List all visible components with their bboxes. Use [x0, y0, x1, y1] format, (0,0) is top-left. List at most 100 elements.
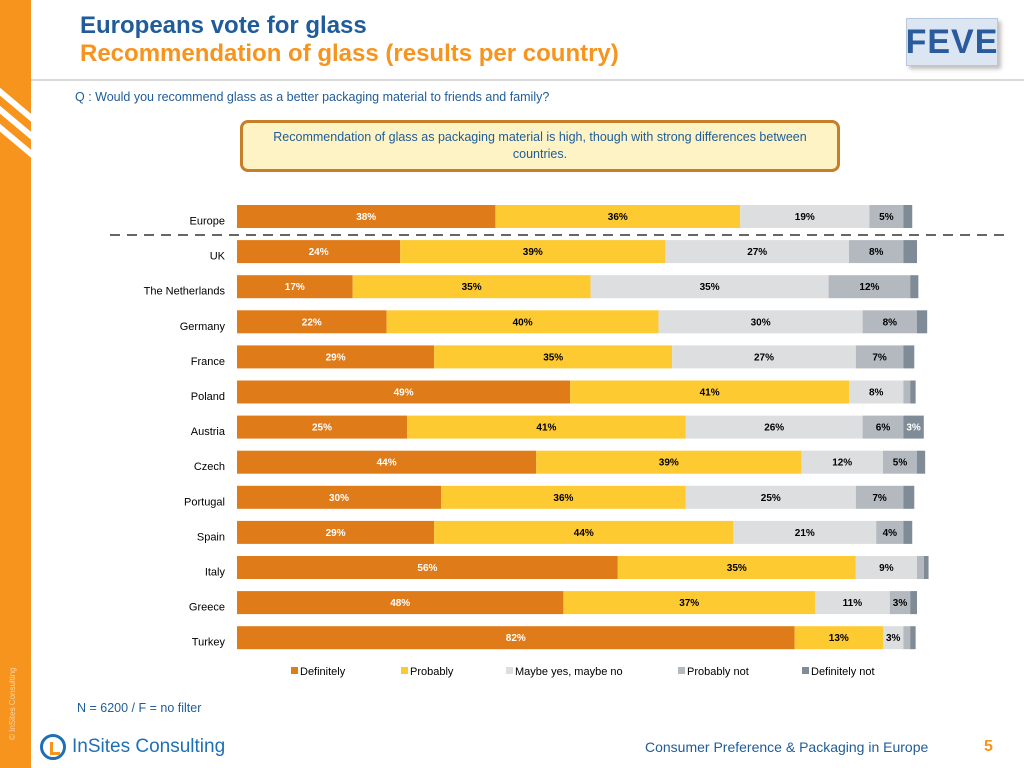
category-label: UK	[210, 251, 226, 263]
data-label: 8%	[869, 388, 884, 399]
data-label: 3%	[906, 423, 921, 434]
data-label: 29%	[326, 352, 346, 363]
legend-label: Probably not	[687, 666, 749, 678]
bar-segment	[237, 450, 537, 474]
data-label: 44%	[574, 528, 594, 539]
legend-swatch	[802, 667, 809, 674]
data-label: 29%	[326, 528, 346, 539]
bar-segment	[815, 591, 890, 615]
bar-segment	[801, 450, 883, 474]
bar-segment	[685, 485, 856, 509]
insites-logo-text: InSites Consulting	[72, 736, 226, 757]
survey-question: Q : Would you recommend glass as a bette…	[75, 90, 550, 104]
feve-logo: FEVE	[906, 18, 998, 66]
bar-segment	[910, 275, 919, 299]
data-label: 3%	[886, 633, 901, 644]
bar-segment	[237, 240, 401, 264]
data-label: 56%	[417, 563, 437, 574]
key-finding-callout: Recommendation of glass as packaging mat…	[240, 120, 840, 172]
data-label: 36%	[553, 493, 573, 504]
data-label: 5%	[879, 212, 894, 223]
page-title: Europeans vote for glass	[80, 12, 367, 39]
category-label: Turkey	[192, 637, 226, 649]
data-label: 7%	[872, 493, 887, 504]
bar-segment	[855, 485, 904, 509]
bar-segment	[828, 275, 911, 299]
data-label: 35%	[700, 282, 720, 293]
data-label: 8%	[883, 317, 898, 328]
left-accent-band: © InSites Consulting	[0, 0, 31, 768]
bar-segment	[903, 205, 913, 228]
bar-segment	[590, 275, 829, 299]
page-number: 5	[984, 738, 993, 755]
bar-segment	[883, 450, 917, 474]
legend-label: Definitely not	[811, 666, 875, 678]
bar-segment	[237, 415, 407, 439]
bar-segment	[855, 345, 904, 369]
bar-segment	[237, 556, 618, 579]
bar-segment	[869, 205, 904, 228]
callout-text: Recommendation of glass as packaging mat…	[273, 130, 807, 161]
legend-label: Definitely	[300, 666, 346, 678]
data-label: 36%	[608, 212, 628, 223]
data-label: 12%	[859, 282, 879, 293]
bar-segment	[665, 240, 849, 264]
category-label: Portugal	[184, 496, 225, 508]
bar-segment	[903, 380, 911, 404]
category-label: Austria	[191, 426, 226, 438]
legend-label: Probably	[410, 666, 454, 678]
bar-segment	[883, 626, 904, 650]
category-label: Germany	[180, 321, 226, 333]
legend-swatch	[401, 667, 408, 674]
data-label: 11%	[843, 598, 863, 609]
data-label: 25%	[312, 423, 332, 434]
data-label: 35%	[727, 563, 747, 574]
bar-segment	[563, 591, 815, 615]
bar-segment	[794, 626, 883, 650]
bar-segment	[876, 520, 904, 544]
data-label: 48%	[390, 598, 410, 609]
data-label: 27%	[754, 352, 774, 363]
bar-segment	[862, 415, 904, 439]
data-label: 38%	[356, 212, 376, 223]
legend-swatch	[291, 667, 298, 674]
bar-segment	[685, 415, 863, 439]
bar-segment	[862, 310, 917, 334]
bar-segment	[903, 240, 917, 264]
bar-segment	[407, 415, 686, 439]
insites-logo: InSites Consulting	[40, 734, 225, 760]
data-label: 6%	[876, 423, 891, 434]
bar-segment	[855, 556, 917, 579]
bar-segment	[889, 591, 911, 615]
data-label: 37%	[679, 598, 699, 609]
bar-segment	[495, 205, 741, 228]
category-label: Poland	[191, 391, 225, 403]
data-label: 30%	[751, 317, 771, 328]
legend-label: Maybe yes, maybe no	[515, 666, 623, 678]
bar-segment	[237, 626, 795, 650]
data-label: 4%	[883, 528, 898, 539]
bar-segment	[849, 240, 904, 264]
data-label: 24%	[309, 247, 329, 258]
category-label: Greece	[189, 602, 225, 614]
bar-segment	[903, 345, 915, 369]
bar-segment	[237, 591, 564, 615]
sample-note: N = 6200 / F = no filter	[77, 701, 202, 715]
data-label: 39%	[659, 458, 679, 469]
header-rule	[31, 79, 1024, 81]
data-label: 30%	[329, 493, 349, 504]
data-label: 9%	[879, 563, 894, 574]
category-label: Czech	[194, 461, 225, 473]
bar-segment	[910, 380, 916, 404]
category-label: Europe	[190, 216, 225, 228]
data-label: 39%	[523, 247, 543, 258]
category-label: Spain	[197, 531, 225, 543]
bar-segment	[917, 556, 924, 579]
data-label: 41%	[700, 388, 720, 399]
legend-swatch	[678, 667, 685, 674]
bar-segment	[910, 626, 916, 650]
footer-caption: Consumer Preference & Packaging in Europ…	[645, 739, 929, 755]
bar-segment	[917, 450, 926, 474]
legend-swatch	[506, 667, 513, 674]
bar-segment	[237, 275, 353, 299]
